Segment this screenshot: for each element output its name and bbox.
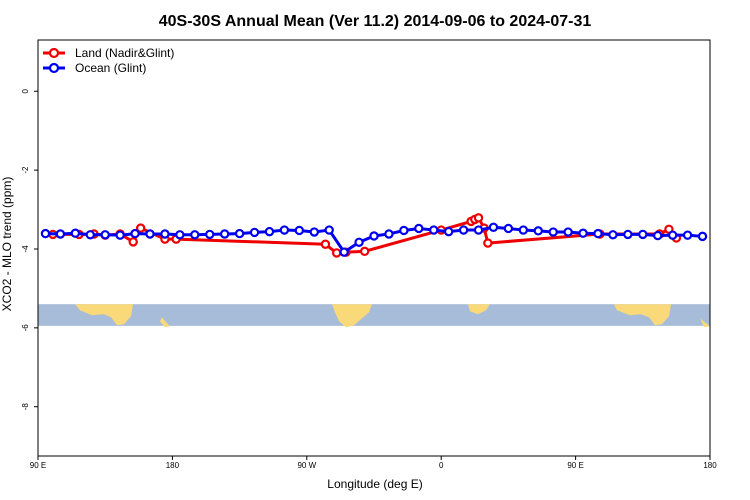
- data-point-ocean: [279, 225, 290, 235]
- data-point-ocean: [205, 229, 215, 240]
- legend-label-land: Land (Nadir&Glint): [75, 46, 174, 60]
- data-point-ocean: [145, 229, 155, 239]
- x-tick-label: 180: [703, 461, 717, 470]
- data-point-ocean: [518, 225, 529, 235]
- data-point-ocean: [354, 237, 364, 247]
- y-tick-label: -6: [21, 324, 30, 332]
- data-point-ocean: [130, 228, 140, 239]
- data-point-ocean: [563, 227, 573, 237]
- data-point-ocean: [309, 227, 319, 237]
- data-point-ocean: [264, 226, 275, 237]
- x-tick-label: 90 W: [297, 461, 316, 470]
- data-point-land: [483, 238, 493, 248]
- data-point-land: [135, 223, 146, 233]
- data-point-ocean: [429, 225, 439, 235]
- y-tick-label: 0: [21, 88, 30, 93]
- data-point-ocean: [414, 223, 424, 234]
- x-tick-label: 90 E: [567, 461, 583, 470]
- data-point-ocean: [324, 225, 334, 235]
- data-point-land: [473, 213, 484, 223]
- data-point-ocean: [55, 229, 66, 239]
- x-tick-label: 180: [166, 461, 180, 470]
- data-point-land: [128, 237, 138, 247]
- legend: Land (Nadir&Glint) Ocean (Glint): [43, 46, 174, 75]
- data-point-ocean: [369, 231, 379, 241]
- data-point-ocean: [249, 227, 260, 238]
- data-point-ocean: [384, 229, 394, 239]
- data-point-ocean: [623, 229, 633, 240]
- legend-marker-land: [48, 47, 60, 59]
- data-point-ocean: [593, 228, 603, 239]
- data-point-ocean: [100, 230, 110, 240]
- data-point-ocean: [339, 247, 349, 257]
- world-map-strip: [38, 304, 710, 328]
- data-point-ocean: [115, 230, 125, 240]
- y-axis: 0 -2 -4 -6 -8: [21, 88, 38, 410]
- y-tick-label: -8: [21, 403, 30, 411]
- x-tick-label: 0: [439, 461, 444, 470]
- data-point-ocean: [190, 230, 200, 240]
- data-point-ocean: [219, 229, 230, 239]
- y-axis-label: XCO2 - MLO trend (ppm): [0, 177, 14, 312]
- x-axis: 90 E 180 90 W 0 90 E 180: [30, 456, 717, 470]
- data-point-land: [320, 239, 331, 249]
- data-point-ocean: [667, 230, 678, 240]
- data-point-ocean: [160, 229, 170, 239]
- data-point-ocean: [40, 228, 51, 239]
- data-point-ocean: [294, 225, 305, 236]
- data-point-ocean: [488, 222, 499, 232]
- legend-marker-ocean: [48, 62, 60, 74]
- land-south-africa: [468, 304, 490, 315]
- data-point-ocean: [70, 228, 81, 238]
- data-point-ocean: [653, 230, 663, 241]
- y-tick-label: -2: [21, 166, 30, 174]
- x-axis-label: Longitude (deg E): [327, 477, 422, 491]
- data-point-ocean: [697, 231, 708, 242]
- legend-label-ocean: Ocean (Glint): [75, 61, 146, 75]
- data-point-ocean: [85, 230, 95, 240]
- x-tick-label: 90 E: [30, 461, 46, 470]
- y-tick-label: -4: [21, 245, 30, 253]
- chart-title: 40S-30S Annual Mean (Ver 11.2) 2014-09-0…: [159, 13, 592, 30]
- ocean-band: [38, 304, 710, 326]
- land-australia-1: [75, 304, 133, 326]
- data-point-ocean: [458, 225, 469, 235]
- land-south-america: [332, 304, 372, 328]
- plot-frame: [37, 39, 711, 457]
- data-point-ocean: [682, 230, 693, 240]
- series-ocean: [40, 222, 708, 257]
- data-point-ocean: [608, 230, 618, 240]
- data-point-land: [331, 248, 342, 258]
- series-layer: [40, 213, 708, 258]
- land-new-zealand-1: [160, 317, 170, 328]
- data-point-ocean: [638, 229, 648, 240]
- land-australia-2: [614, 304, 671, 326]
- data-point-ocean: [503, 223, 514, 234]
- land-new-zealand-2: [700, 318, 710, 328]
- data-point-ocean: [234, 228, 245, 239]
- data-point-ocean: [443, 226, 454, 237]
- data-point-ocean: [175, 230, 185, 240]
- data-point-ocean: [533, 226, 543, 236]
- data-point-land: [359, 246, 370, 257]
- data-point-ocean: [399, 225, 409, 236]
- data-point-ocean: [548, 227, 558, 237]
- data-point-ocean: [473, 225, 484, 235]
- data-point-ocean: [578, 228, 588, 238]
